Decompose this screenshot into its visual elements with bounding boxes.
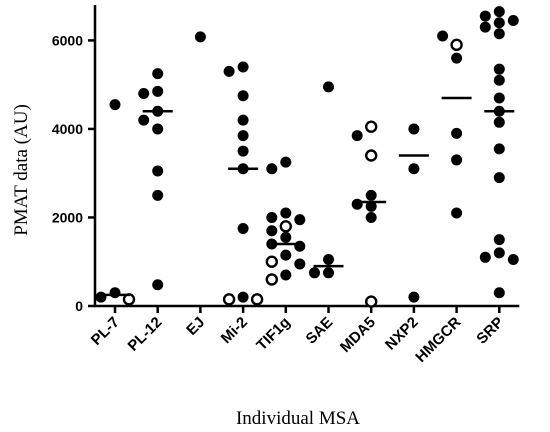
filled-data-point xyxy=(493,92,505,104)
filled-data-point xyxy=(451,207,463,219)
filled-data-point xyxy=(351,198,363,210)
filled-data-point xyxy=(493,116,505,128)
filled-data-point xyxy=(152,189,164,201)
filled-data-point xyxy=(237,90,249,102)
open-data-point xyxy=(265,273,278,286)
filled-data-point xyxy=(152,123,164,135)
filled-data-point xyxy=(451,52,463,64)
filled-data-point xyxy=(109,99,121,111)
filled-data-point xyxy=(223,65,235,77)
filled-data-point xyxy=(152,68,164,80)
filled-data-point xyxy=(294,240,306,252)
x-category-label: PL-7 xyxy=(88,314,123,349)
median-lines xyxy=(100,96,515,297)
filled-data-point xyxy=(294,258,306,270)
y-axis-title: PMAT data (AU) xyxy=(11,104,32,236)
filled-data-point xyxy=(266,163,278,175)
data-points xyxy=(95,6,519,308)
open-data-point xyxy=(365,120,378,133)
filled-data-point xyxy=(365,211,377,223)
filled-data-point xyxy=(280,207,292,219)
open-data-point xyxy=(365,149,378,162)
filled-data-point xyxy=(237,223,249,235)
filled-data-point xyxy=(323,254,334,266)
filled-data-point xyxy=(479,10,491,22)
y-tick-label: 0 xyxy=(75,298,83,314)
filled-data-point xyxy=(493,74,505,86)
x-axis-title: Individual MSA xyxy=(236,408,360,429)
filled-data-point xyxy=(280,231,292,243)
filled-data-point xyxy=(493,28,505,40)
filled-data-point xyxy=(507,254,519,266)
filled-data-point xyxy=(323,267,334,279)
filled-data-point xyxy=(237,114,249,126)
filled-data-point xyxy=(493,287,505,299)
filled-data-point xyxy=(408,163,420,175)
filled-data-point xyxy=(194,31,206,43)
x-category-label: NXP2 xyxy=(382,314,422,354)
filled-data-point xyxy=(479,21,491,33)
x-category-label: EJ xyxy=(183,314,208,339)
filled-data-point xyxy=(294,214,306,226)
filled-data-point xyxy=(237,145,249,157)
filled-data-point xyxy=(365,189,377,201)
x-category-label: HMGCR xyxy=(412,314,464,366)
filled-data-point xyxy=(323,81,334,93)
filled-data-point xyxy=(266,225,278,237)
filled-data-point xyxy=(493,17,505,29)
x-category-label: SAE xyxy=(302,314,336,348)
filled-data-point xyxy=(280,249,292,261)
y-tick-label: 2000 xyxy=(52,209,83,225)
filled-data-point xyxy=(237,130,249,142)
x-category-label: SRP xyxy=(473,314,507,348)
filled-data-point xyxy=(493,143,505,155)
filled-data-point xyxy=(95,291,107,303)
filled-data-point xyxy=(493,172,505,184)
filled-data-point xyxy=(138,114,150,126)
filled-data-point xyxy=(152,279,164,291)
filled-data-point xyxy=(451,154,463,166)
filled-data-point xyxy=(365,200,377,212)
filled-data-point xyxy=(109,287,121,299)
x-category-label: Mi-2 xyxy=(218,314,251,347)
filled-data-point xyxy=(351,130,363,142)
filled-data-point xyxy=(280,269,292,281)
filled-data-point xyxy=(437,30,449,42)
filled-data-point xyxy=(280,156,292,168)
filled-data-point xyxy=(493,234,505,246)
filled-data-point xyxy=(266,211,278,223)
filled-data-point xyxy=(152,85,164,97)
filled-data-point xyxy=(479,251,491,263)
y-axis: 0 2000 4000 6000 xyxy=(52,5,97,314)
filled-data-point xyxy=(493,247,505,259)
filled-data-point xyxy=(309,267,320,279)
filled-data-point xyxy=(493,6,505,18)
y-tick-label: 6000 xyxy=(52,32,83,48)
x-category-label: MDA5 xyxy=(337,314,379,356)
filled-data-point xyxy=(138,88,150,100)
y-tick-label: 4000 xyxy=(52,121,83,137)
filled-data-point xyxy=(493,63,505,75)
filled-data-point xyxy=(451,127,463,139)
open-data-point xyxy=(279,220,292,233)
open-data-point xyxy=(365,295,378,308)
x-category-label: TIF1g xyxy=(253,314,293,354)
filled-data-point xyxy=(152,165,164,177)
filled-data-point xyxy=(237,61,249,73)
x-category-label: PL-12 xyxy=(125,314,166,355)
open-data-point xyxy=(222,293,236,306)
open-data-point xyxy=(250,293,264,306)
filled-data-point xyxy=(408,291,420,303)
filled-data-point xyxy=(237,291,249,303)
open-data-point xyxy=(265,255,278,268)
open-data-point xyxy=(450,38,463,52)
filled-data-point xyxy=(408,123,420,135)
filled-data-point xyxy=(507,14,519,26)
